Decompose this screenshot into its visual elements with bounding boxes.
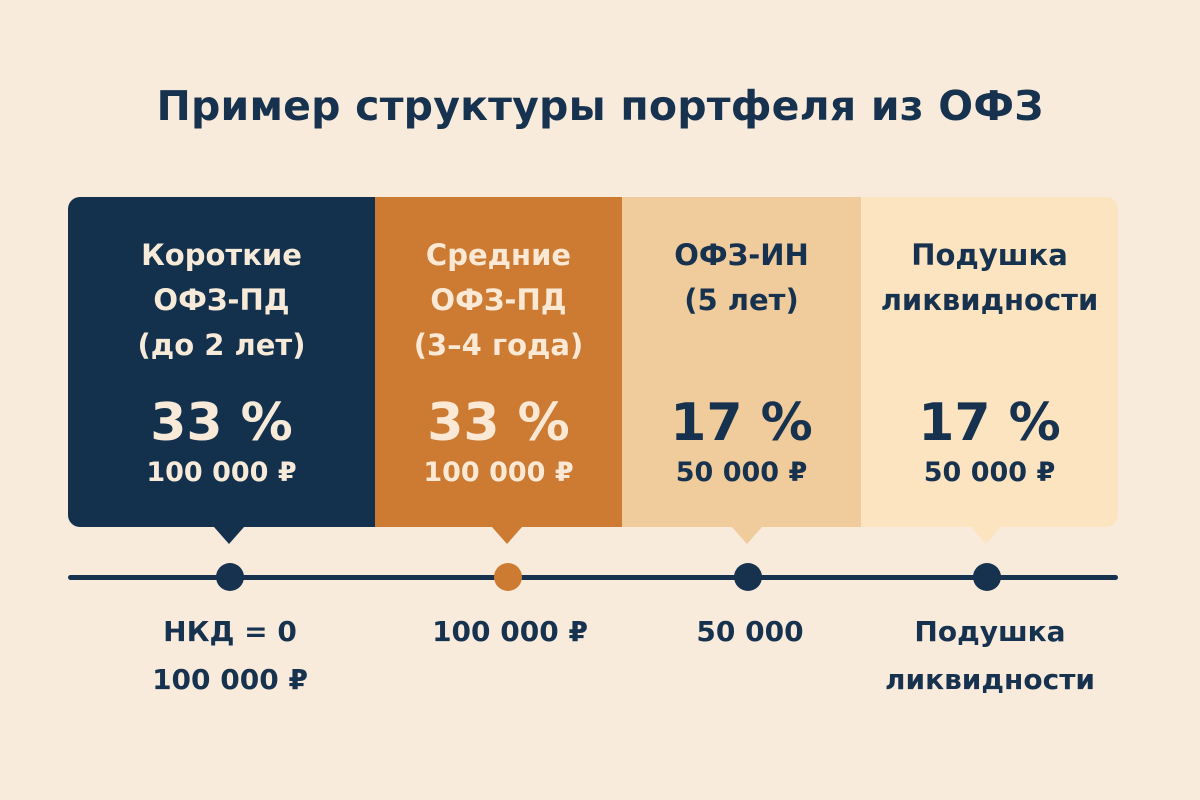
panel-heading-line: (3–4 года) [413, 328, 584, 362]
panel-pointer [214, 527, 244, 544]
panel-heading: Короткие ОФЗ-ПД (до 2 лет) [68, 233, 375, 368]
allocation-panels: Короткие ОФЗ-ПД (до 2 лет) 33 % 100 000 … [68, 197, 1118, 527]
timeline-label: Подушка ликвидности [860, 608, 1120, 704]
panel-percent: 17 % [670, 393, 813, 453]
timeline-label-line: 100 000 ₽ [432, 615, 588, 648]
timeline-label-line: НКД = 0 [163, 615, 297, 648]
panel-percent: 33 % [427, 393, 570, 453]
panel-heading-line: Подушка [911, 238, 1068, 272]
panel-heading-line: (5 лет) [684, 283, 799, 317]
panel-heading: Подушка ликвидности [861, 233, 1118, 323]
panel-pointer [732, 527, 762, 544]
timeline-dot [734, 563, 762, 591]
timeline-dot [494, 563, 522, 591]
panel-ofz-in: ОФЗ-ИН (5 лет) 17 % 50 000 ₽ [622, 197, 861, 527]
panel-heading-line: ликвидности [880, 283, 1099, 317]
panel-heading-line: Средние [425, 238, 572, 272]
timeline-label: 50 000 [660, 608, 840, 656]
panel-percent: 17 % [918, 393, 1061, 453]
panel-heading-line: ОФЗ-ИН [674, 238, 809, 272]
panel-amount: 50 000 ₽ [675, 457, 808, 488]
timeline-label-line: 100 000 ₽ [152, 663, 308, 696]
timeline-dot [973, 563, 1001, 591]
panel-heading: Средние ОФЗ-ПД (3–4 года) [375, 233, 622, 368]
panel-percent: 33 % [150, 393, 293, 453]
panel-pointer [492, 527, 522, 544]
timeline-label: НКД = 0 100 000 ₽ [110, 608, 350, 704]
timeline-label: 100 000 ₽ [400, 608, 620, 656]
panel-liquidity-cushion: Подушка ликвидности 17 % 50 000 ₽ [861, 197, 1118, 527]
timeline-label-line: Подушка [914, 615, 1066, 648]
panel-medium-ofz-pd: Средние ОФЗ-ПД (3–4 года) 33 % 100 000 ₽ [375, 197, 622, 527]
page-title: Пример структуры портфеля из ОФЗ [156, 82, 1044, 130]
panel-heading-line: ОФЗ-ПД [430, 283, 567, 317]
timeline-dot [216, 563, 244, 591]
panel-heading-line: Короткие [141, 238, 302, 272]
panel-heading-line: (до 2 лет) [137, 328, 306, 362]
panel-amount: 100 000 ₽ [423, 457, 574, 488]
timeline-label-line: 50 000 [696, 615, 804, 648]
panel-amount: 50 000 ₽ [923, 457, 1056, 488]
timeline-line [68, 575, 1118, 580]
timeline-label-line: ликвидности [884, 663, 1096, 696]
panel-short-ofz-pd: Короткие ОФЗ-ПД (до 2 лет) 33 % 100 000 … [68, 197, 375, 527]
panel-amount: 100 000 ₽ [146, 457, 297, 488]
panel-pointer [971, 527, 1001, 544]
panel-heading: ОФЗ-ИН (5 лет) [622, 233, 861, 323]
panel-heading-line: ОФЗ-ПД [153, 283, 290, 317]
